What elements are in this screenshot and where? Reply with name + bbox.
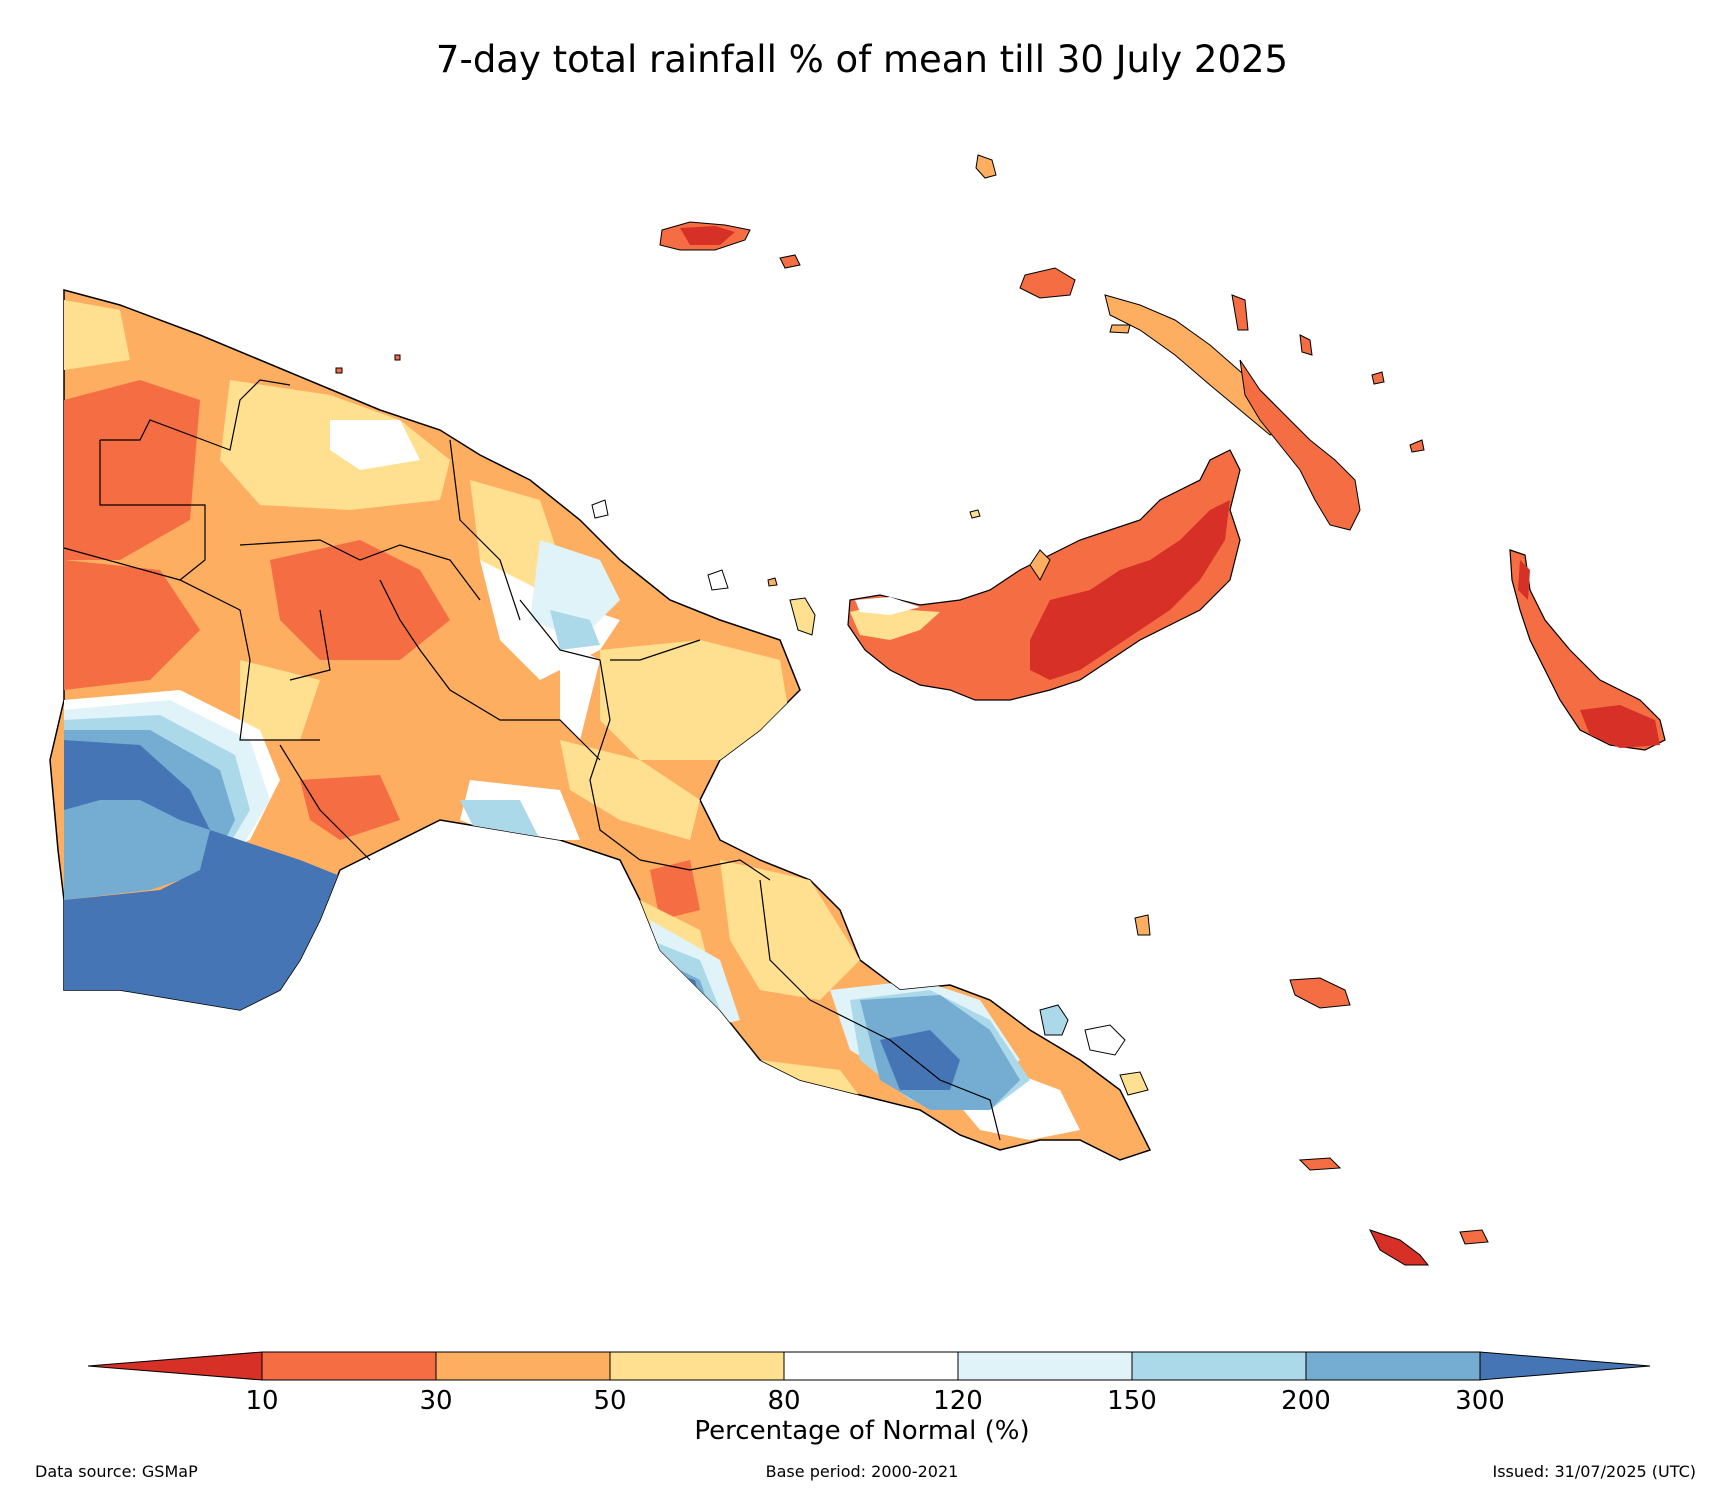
new-ireland [975,154,1425,531]
manus-island [659,221,801,269]
colorbar-tick-label: 10 [245,1386,279,1416]
colorbar-segment [1305,1351,1481,1381]
data-source-note: Data source: GSMaP [35,1462,198,1481]
colorbar [87,1351,1651,1381]
colorbar-arrow-low [87,1351,263,1381]
colorbar-segment [435,1351,611,1381]
colorbar-segment [957,1351,1133,1381]
colorbar-title: Percentage of Normal (%) [694,1416,1030,1446]
bougainville [1509,549,1666,751]
colorbar-segment [1131,1351,1307,1381]
colorbar-tick-label: 150 [1107,1386,1157,1416]
colorbar-tick-label: 80 [767,1386,801,1416]
mainland [49,289,1152,1161]
dentrecasteaux-islands [1039,914,1489,1266]
issued-date-note: Issued: 31/07/2025 (UTC) [1492,1462,1696,1481]
colorbar-segment [783,1351,959,1381]
colorbar-tick-label: 120 [933,1386,983,1416]
colorbar-segment [261,1351,437,1381]
new-britain [847,449,1241,701]
colorbar-segment [609,1351,785,1381]
colorbar-tick-label: 50 [593,1386,627,1416]
map-title: 7-day total rainfall % of mean till 30 J… [435,38,1289,81]
base-period-note: Base period: 2000-2021 [765,1462,959,1481]
colorbar-tick-label: 300 [1455,1386,1505,1416]
colorbar-tick-label: 30 [419,1386,453,1416]
colorbar-arrow-high [1479,1351,1651,1381]
coastal-islands [335,354,981,636]
colorbar-tick-label: 200 [1281,1386,1331,1416]
